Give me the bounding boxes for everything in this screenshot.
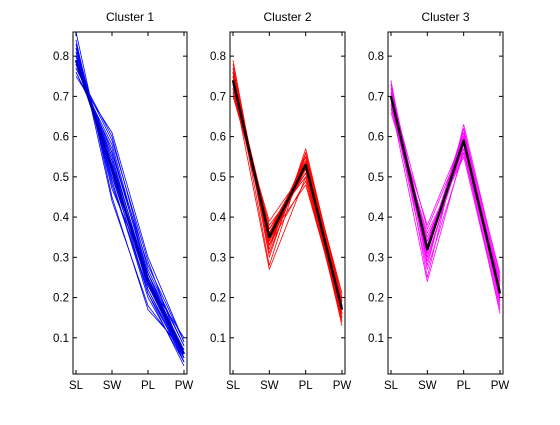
y-tick-label: 0.1 [53,333,69,345]
y-tick-label: 0.5 [210,172,226,184]
member-line-22 [75,76,185,342]
y-tick-label: 0.4 [368,212,385,224]
chart-title: Cluster 2 [263,10,311,24]
series-group [74,32,186,367]
y-tick-label: 0.8 [53,51,69,63]
axes-frame [229,31,346,375]
y-tick-label: 0.6 [53,132,69,144]
x-tick-label: SL [226,380,241,392]
member-line-19 [390,92,501,282]
x-tick-label: PW [333,380,352,392]
member-line-19 [232,84,343,314]
member-line-14 [232,72,343,306]
series-group [231,60,344,326]
chart-title: Cluster 3 [421,10,469,24]
plot-area [388,32,503,374]
y-tick-label: 0.8 [368,51,384,63]
x-tick-label: PL [457,380,472,392]
x-tick-label: SW [260,380,279,392]
y-tick-label: 0.8 [210,51,226,63]
member-line-5 [75,68,185,346]
member-line-13 [390,104,501,314]
y-tick-label: 0.1 [210,333,226,345]
centroid-line [389,96,502,294]
axes-frame [72,31,188,375]
series-group [389,80,502,314]
chart-panel-2: 0.1 0.2 0.3 0.4 0.5 0.6 0.7 0.8 SL SW PL PW Cluster … [210,10,351,392]
y-tick-label: 0.7 [368,91,384,103]
x-tick-label: PW [491,380,510,392]
x-tick-label: PW [175,380,194,392]
y-tick-label: 0.2 [210,293,226,305]
y-tick-label: 0.6 [210,132,226,144]
chart-title: Cluster 1 [106,10,154,24]
x-tick-label: PL [299,380,314,392]
x-tick-label: SL [384,380,399,392]
chart-panel-1: 0.1 0.2 0.3 0.4 0.5 0.6 0.7 0.8 SL SW PL PW Cluster … [53,10,193,392]
y-tick-label: 0.2 [53,293,69,305]
x-tick-label: SL [69,380,84,392]
y-tick-label: 0.5 [368,172,384,184]
y-tick-label: 0.3 [368,252,384,264]
y-tick-label: 0.4 [53,212,70,224]
y-tick-label: 0.7 [53,91,69,103]
y-tick-label: 0.3 [210,252,226,264]
y-tick-label: 0.4 [210,212,227,224]
y-tick-label: 0.5 [53,172,69,184]
y-tick-label: 0.6 [368,132,384,144]
y-tick-label: 0.1 [368,333,384,345]
centroid-line [74,59,186,355]
chart-panel-3: 0.1 0.2 0.3 0.4 0.5 0.6 0.7 0.8 SL SW PL PW Cluster … [368,10,509,392]
x-tick-label: SW [418,380,437,392]
x-tick-label: PL [141,380,156,392]
centroid-line [231,80,344,310]
y-tick-label: 0.7 [210,91,226,103]
member-line-24 [75,64,185,355]
y-tick-label: 0.2 [368,293,384,305]
axes-frame [387,31,504,375]
x-tick-label: SW [103,380,122,392]
y-tick-label: 0.3 [53,252,69,264]
